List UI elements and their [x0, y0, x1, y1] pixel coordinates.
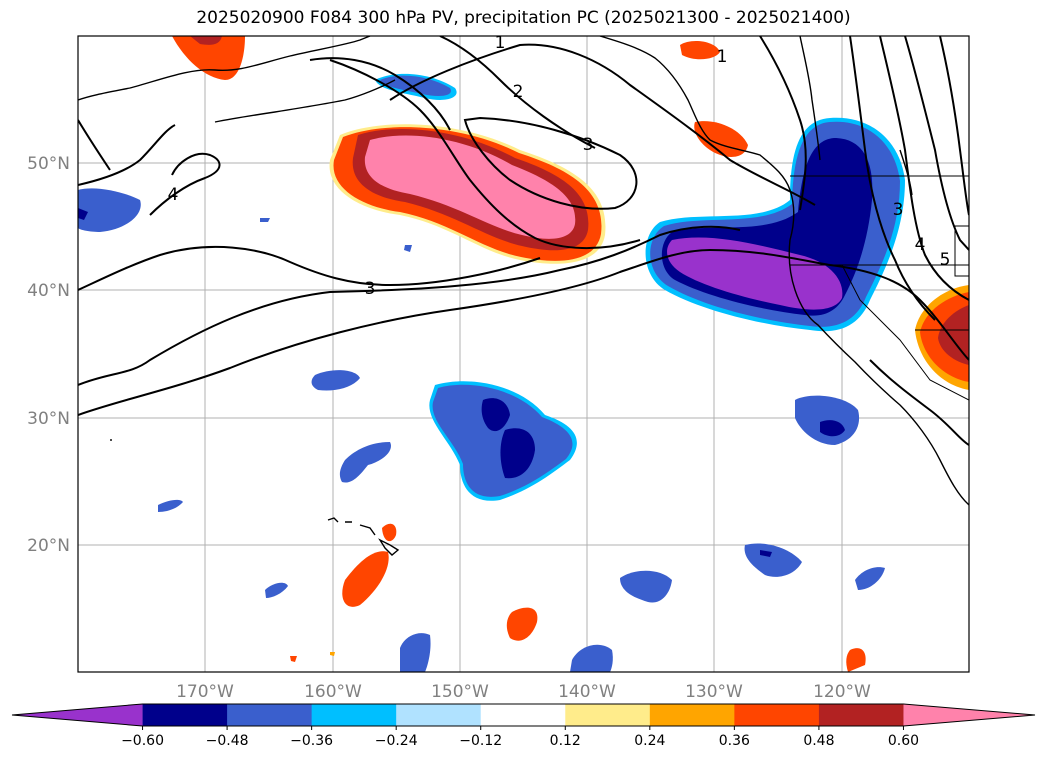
colorbar-swatch: [734, 704, 820, 726]
colorbar-tick-label: 0.36: [719, 733, 750, 749]
colorbar-tick-label: 0.60: [888, 733, 919, 749]
lon-labels: 170°W 160°W 150°W 140°W 130°W 120°W: [176, 682, 871, 702]
colorbar-swatch: [903, 704, 1035, 726]
contour-label: 1: [495, 33, 506, 53]
colorbar-tick-label: 0.12: [550, 733, 581, 749]
contour-label: 3: [583, 135, 594, 155]
colorbar-tick-label: −0.12: [459, 733, 502, 749]
colorbar-tick-label: −0.36: [290, 733, 333, 749]
negative-anomaly-california: [645, 117, 905, 332]
lon-label: 170°W: [176, 682, 234, 702]
map-border: [77, 35, 970, 673]
colorbar-tick-label: −0.48: [206, 733, 249, 749]
lat-labels: 50°N 40°N 30°N 20°N: [27, 154, 70, 556]
pv-contours: [78, 36, 969, 446]
colorbar-swatch: [12, 704, 143, 726]
precip-shading: [78, 36, 969, 672]
colorbar-tick-label: 0.24: [634, 733, 665, 749]
colorbar-tick-label: 0.48: [803, 733, 834, 749]
colorbar-swatch: [480, 704, 566, 726]
contour-labels: 1 2 3 4 3 3 4 5 1: [168, 33, 951, 299]
colorbar-swatch: [649, 704, 735, 726]
chart-title: 2025020900 F084 300 hPa PV, precipitatio…: [196, 8, 851, 28]
colorbar-tick-label: −0.60: [121, 733, 164, 749]
contour-label: 5: [940, 250, 951, 270]
contour-label: 1: [717, 47, 728, 67]
colorbar-tick-label: −0.24: [375, 733, 418, 749]
lon-label: 140°W: [558, 682, 616, 702]
lat-label: 40°N: [27, 281, 70, 301]
lat-label: 30°N: [27, 409, 70, 429]
positive-anomaly-north-pacific: [329, 124, 606, 264]
contour-label: 3: [365, 279, 376, 299]
colorbar-swatch: [396, 704, 482, 726]
positive-anomaly-top: [172, 36, 245, 80]
lat-label: 20°N: [27, 536, 70, 556]
colorbar-swatch: [311, 704, 397, 726]
lat-label: 50°N: [27, 154, 70, 174]
lon-label: 150°W: [431, 682, 489, 702]
lon-label: 130°W: [685, 682, 743, 702]
colorbar-swatch: [142, 704, 228, 726]
contour-label: 4: [168, 185, 179, 205]
lon-label: 120°W: [813, 682, 871, 702]
contour-label: 4: [915, 235, 926, 255]
lon-label: 160°W: [304, 682, 362, 702]
contour-label: 2: [513, 82, 524, 102]
colorbar-swatch: [818, 704, 904, 726]
colorbar: −0.60 −0.48 −0.36 −0.24 −0.12 0.12 0.24 0.36 0.4…: [11, 703, 1036, 749]
colorbar-swatch: [227, 704, 313, 726]
colorbar-swatch: [565, 704, 651, 726]
contour-label: 3: [893, 200, 904, 220]
